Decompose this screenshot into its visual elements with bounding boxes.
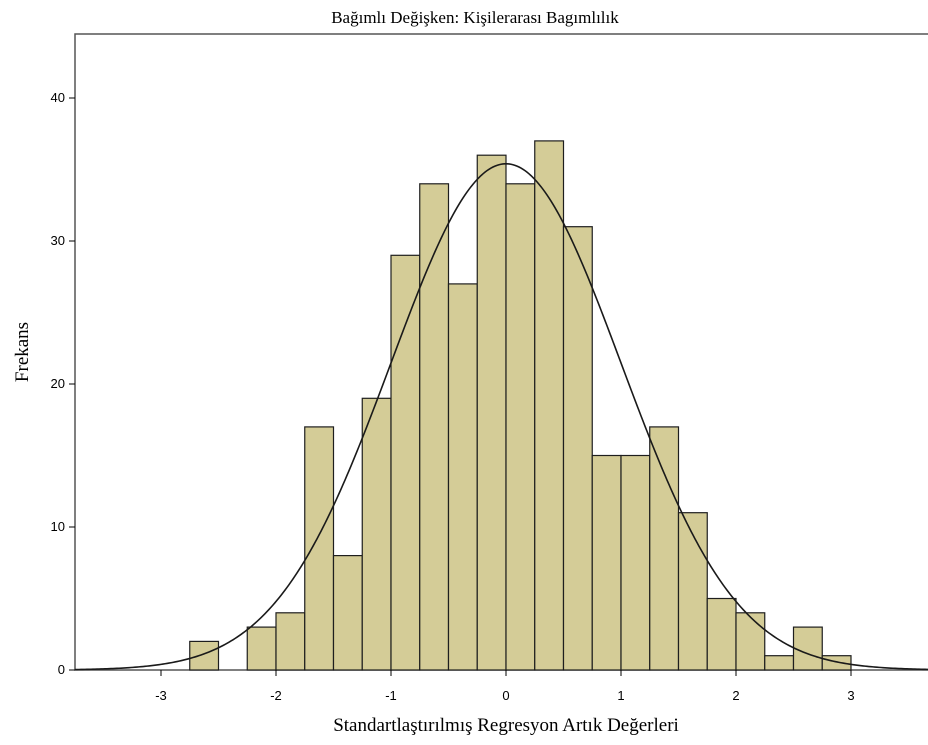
y-axis-title: Frekans bbox=[12, 322, 33, 382]
histogram-bar bbox=[620, 454, 651, 671]
x-tick-label: 1 bbox=[617, 688, 624, 703]
histogram-bar bbox=[246, 626, 277, 671]
histogram-bar bbox=[447, 283, 478, 671]
y-tick-label: 30 bbox=[51, 233, 65, 248]
y-tick-label: 40 bbox=[51, 90, 65, 105]
histogram-bar bbox=[534, 140, 565, 671]
x-tick-label: 3 bbox=[847, 688, 854, 703]
x-tick-label: 0 bbox=[502, 688, 509, 703]
histogram-bar bbox=[591, 454, 622, 671]
histogram-bar bbox=[332, 554, 363, 671]
x-tick-label: -3 bbox=[155, 688, 167, 703]
histogram-bar bbox=[677, 512, 708, 671]
x-tick-label: -1 bbox=[385, 688, 397, 703]
bars-group bbox=[189, 140, 852, 671]
histogram-bar bbox=[476, 154, 507, 671]
histogram-bar bbox=[735, 612, 766, 671]
histogram-bar bbox=[419, 183, 450, 671]
histogram-bar bbox=[304, 426, 335, 671]
histogram-bar bbox=[505, 183, 536, 671]
y-tick-label: 0 bbox=[58, 662, 65, 677]
x-tick-label: 2 bbox=[732, 688, 739, 703]
histogram-bar bbox=[706, 597, 737, 671]
histogram-bar bbox=[649, 426, 680, 671]
histogram-bar bbox=[361, 397, 392, 671]
histogram-bar bbox=[764, 655, 795, 671]
histogram-bar bbox=[821, 655, 852, 671]
histogram-bar bbox=[792, 626, 823, 671]
y-tick-label: 20 bbox=[51, 376, 65, 391]
histogram-bar bbox=[275, 612, 306, 671]
x-tick-label: -2 bbox=[270, 688, 282, 703]
histogram-bar bbox=[390, 254, 421, 671]
x-axis-title: Standartlaştırılmış Regresyon Artık Değe… bbox=[333, 715, 679, 736]
histogram-bar bbox=[189, 640, 220, 671]
normal-curve bbox=[74, 163, 928, 671]
histogram-bar bbox=[562, 226, 593, 671]
y-tick-label: 10 bbox=[51, 519, 65, 534]
chart-title: Bağımlı Değişken: Kişilerarası Bagımlılı… bbox=[331, 8, 619, 27]
